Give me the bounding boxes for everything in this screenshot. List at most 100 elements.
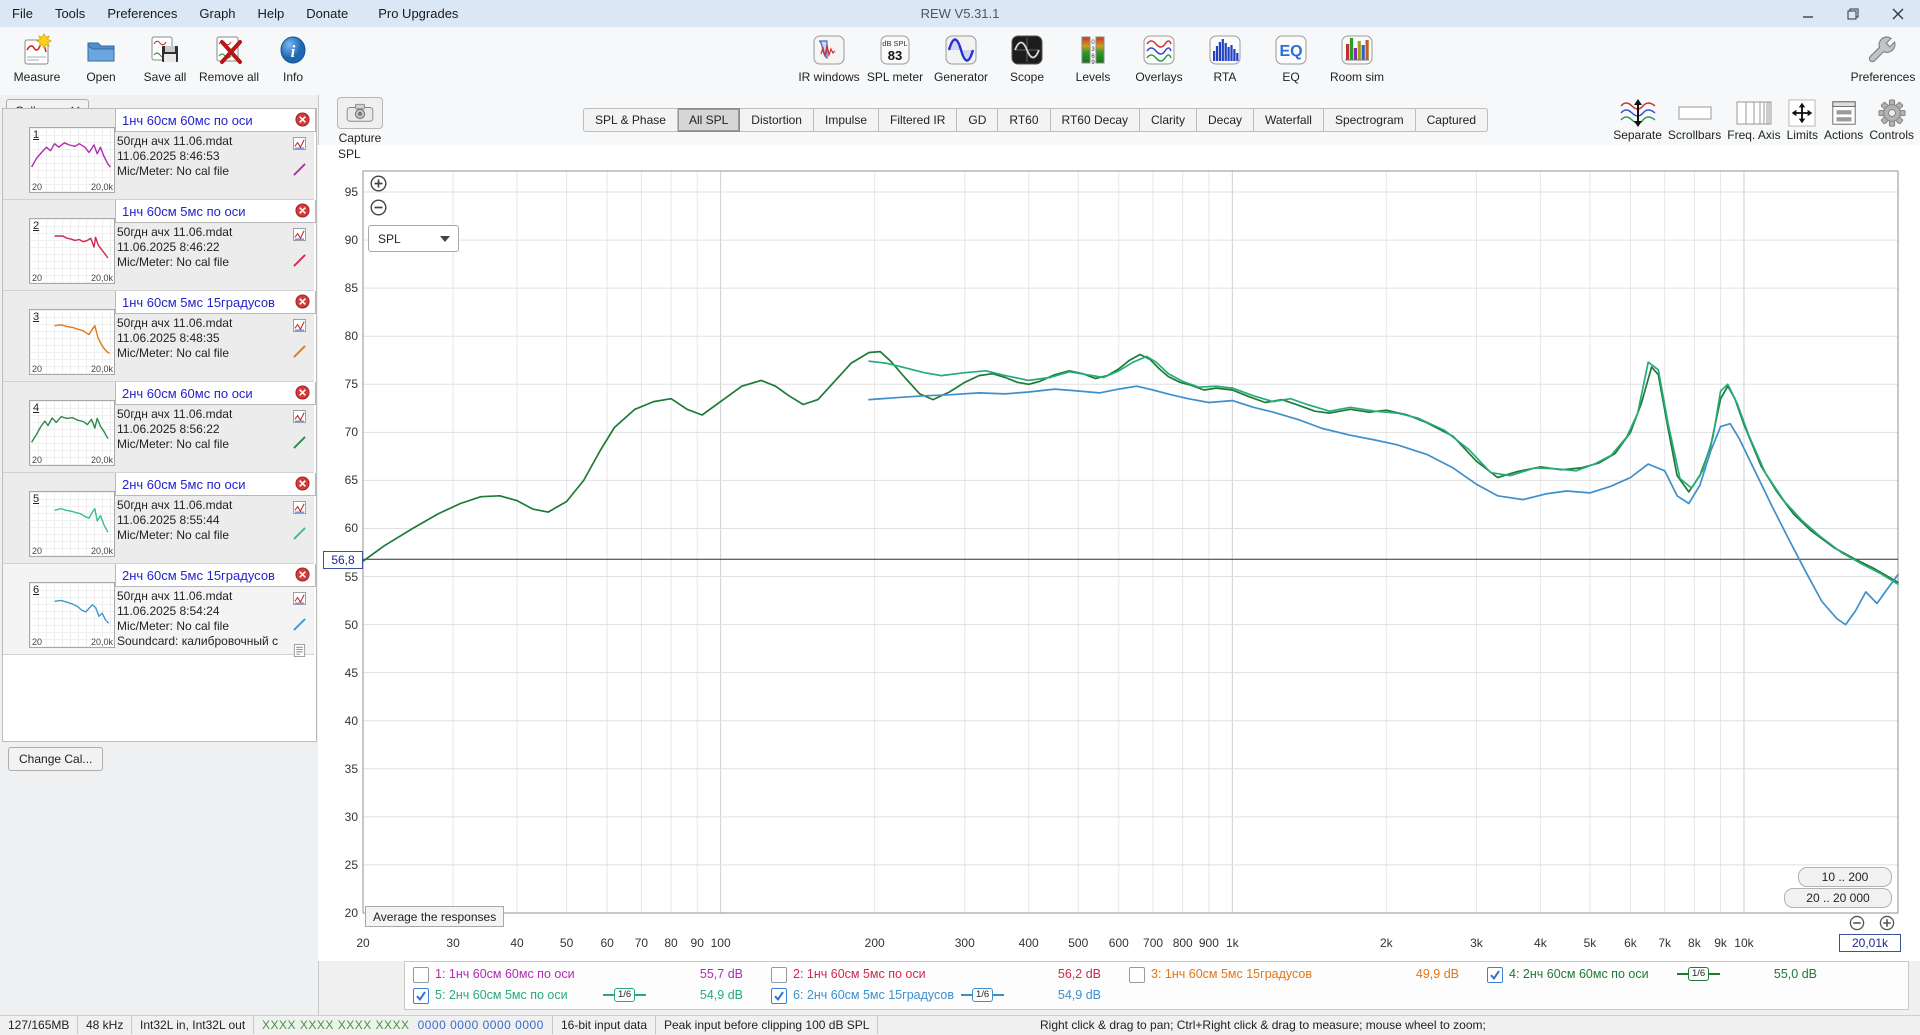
delete-measurement-button[interactable] [295,385,310,400]
levels-button[interactable]: 0 3 6 9 Levels [1062,29,1124,95]
ir-windows-button[interactable]: IR windows [798,29,860,95]
legend-checkbox-1[interactable] [413,967,429,983]
tab-rt60[interactable]: RT60 [998,108,1051,132]
trace-style-icon[interactable] [293,527,306,545]
zoom-in-button[interactable] [370,175,387,192]
scope-button[interactable]: Scope [996,29,1058,95]
menu-item-tools[interactable]: Tools [54,6,86,21]
measurement-number[interactable]: 6 [33,584,40,596]
close-button[interactable] [1875,0,1920,27]
measurement-item-5[interactable]: 5 20 20,0k 2нч 60см 5мс по оси 50гдн ачх 11.… [3,473,316,564]
limits-button[interactable]: Limits [1787,97,1818,142]
save-all-button[interactable]: Save all [134,29,196,95]
trace-style-icon[interactable] [293,254,306,272]
menu-item-help[interactable]: Help [257,6,285,21]
legend-checkbox-5[interactable] [413,988,429,1004]
measurement-titlebar[interactable]: 2нч 60см 5мс 15градусов [115,564,316,587]
range-10-200-button[interactable]: 10 .. 200 [1798,867,1892,887]
measurement-number[interactable]: 1 [33,129,40,141]
measurement-chart-icon[interactable] [293,228,306,246]
legend-checkbox-4[interactable] [1487,967,1503,983]
measurement-item-3[interactable]: 3 20 20,0k 1нч 60см 5мс 15градусов 50гдн ачх… [3,291,316,382]
measurement-thumbnail[interactable]: 4 20 20,0k [29,400,115,466]
measurement-number[interactable]: 5 [33,493,40,505]
measurement-thumbnail[interactable]: 2 20 20,0k [29,218,115,284]
measurement-thumbnail[interactable]: 6 20 20,0k [29,582,115,648]
measurement-chart-icon[interactable] [293,501,306,519]
measurement-item-1[interactable]: 1 20 20,0k 1нч 60см 60мс по оси 50гдн ачх 11… [3,109,316,200]
tab-spectrogram[interactable]: Spectrogram [1323,108,1416,132]
x-zoom-in-button[interactable] [1879,915,1895,931]
trace-style-icon[interactable] [293,345,306,363]
tab-captured[interactable]: Captured [1415,108,1489,132]
measurement-item-2[interactable]: 2 20 20,0k 1нч 60см 5мс по оси 50гдн ачх 11.… [3,200,316,291]
preferences-button[interactable]: Preferences [1851,29,1915,95]
measurement-item-4[interactable]: 4 20 20,0k 2нч 60см 60мс по оси 50гдн ачх 11… [3,382,316,473]
tab-gd[interactable]: GD [957,108,999,132]
measurement-thumbnail[interactable]: 3 20 20,0k [29,309,115,375]
delete-measurement-button[interactable] [295,567,310,582]
measurement-titlebar[interactable]: 2нч 60см 60мс по оси [115,382,316,405]
rta-button[interactable]: RTA [1194,29,1256,95]
room-sim-button[interactable]: Room sim [1326,29,1388,95]
delete-measurement-button[interactable] [295,203,310,218]
average-responses-button[interactable]: Average the responses [365,906,505,927]
tab-filtered-ir[interactable]: Filtered IR [879,108,958,132]
range-20-20000-button[interactable]: 20 .. 20 000 [1784,888,1892,908]
delete-measurement-button[interactable] [295,294,310,309]
measurement-thumbnail[interactable]: 1 20 20,0k [29,127,115,193]
minimize-button[interactable] [1785,0,1830,27]
measurement-number[interactable]: 3 [33,311,40,323]
scrollbars-button[interactable]: Scrollbars [1668,97,1721,142]
delete-measurement-button[interactable] [295,112,310,127]
measurement-chart-icon[interactable] [293,319,306,337]
trace-style-icon[interactable] [293,436,306,454]
separate-button[interactable]: Separate [1613,97,1662,142]
legend-checkbox-3[interactable] [1129,967,1145,983]
delete-measurement-button[interactable] [295,476,310,491]
menu-item-pro-upgrades[interactable]: Pro Upgrades [378,6,459,21]
measurement-titlebar[interactable]: 2нч 60см 5мс по оси [115,473,316,496]
legend-checkbox-6[interactable] [771,988,787,1004]
measurement-number[interactable]: 4 [33,402,40,414]
info-button[interactable]: i Info [262,29,324,95]
smoothing-badge[interactable]: 1/6 [1677,967,1721,981]
capture-button[interactable]: Capture [332,97,388,145]
tab-spl-phase[interactable]: SPL & Phase [583,108,678,132]
tab-waterfall[interactable]: Waterfall [1254,108,1324,132]
x-zoom-out-button[interactable] [1849,915,1865,931]
menu-item-preferences[interactable]: Preferences [107,6,178,21]
tab-distortion[interactable]: Distortion [740,108,814,132]
smoothing-badge[interactable]: 1/6 [603,988,647,1002]
measurement-chart-icon[interactable] [293,410,306,428]
actions-button[interactable]: Actions [1824,97,1863,142]
controls-button[interactable]: Controls [1869,97,1914,142]
measure-button[interactable]: Measure [6,29,68,95]
measurement-titlebar[interactable]: 1нч 60см 60мс по оси [115,109,316,132]
measurement-chart-icon[interactable] [293,137,306,155]
generator-button[interactable]: Generator [930,29,992,95]
spl-meter-button[interactable]: dB SPL 83 SPL meter [864,29,926,95]
measurement-titlebar[interactable]: 1нч 60см 5мс 15градусов [115,291,316,314]
trace-style-icon[interactable] [293,163,306,181]
spl-chart[interactable] [318,145,1920,961]
open-button[interactable]: Open [70,29,132,95]
freq-axis-button[interactable]: Freq. Axis [1727,97,1781,142]
tab-all-spl[interactable]: All SPL [677,108,741,132]
measurement-number[interactable]: 2 [33,220,40,232]
tab-rt60-decay[interactable]: RT60 Decay [1050,108,1140,132]
measurement-chart-icon[interactable] [293,592,306,610]
measurement-titlebar[interactable]: 1нч 60см 5мс по оси [115,200,316,223]
legend-checkbox-2[interactable] [771,967,787,983]
change-cal-button[interactable]: Change Cal... [8,747,104,771]
measurement-item-6[interactable]: 6 20 20,0k 2нч 60см 5мс 15градусов 50гдн ачх… [3,564,316,657]
measurement-thumbnail[interactable]: 5 20 20,0k [29,491,115,557]
maximize-button[interactable] [1830,0,1875,27]
menu-item-file[interactable]: File [12,6,33,21]
overlays-button[interactable]: Overlays [1128,29,1190,95]
smoothing-badge[interactable]: 1/6 [961,988,1005,1002]
eq-button[interactable]: EQ EQ [1260,29,1322,95]
tab-clarity[interactable]: Clarity [1140,108,1198,132]
menu-item-graph[interactable]: Graph [199,6,236,21]
trace-style-icon[interactable] [293,618,306,636]
